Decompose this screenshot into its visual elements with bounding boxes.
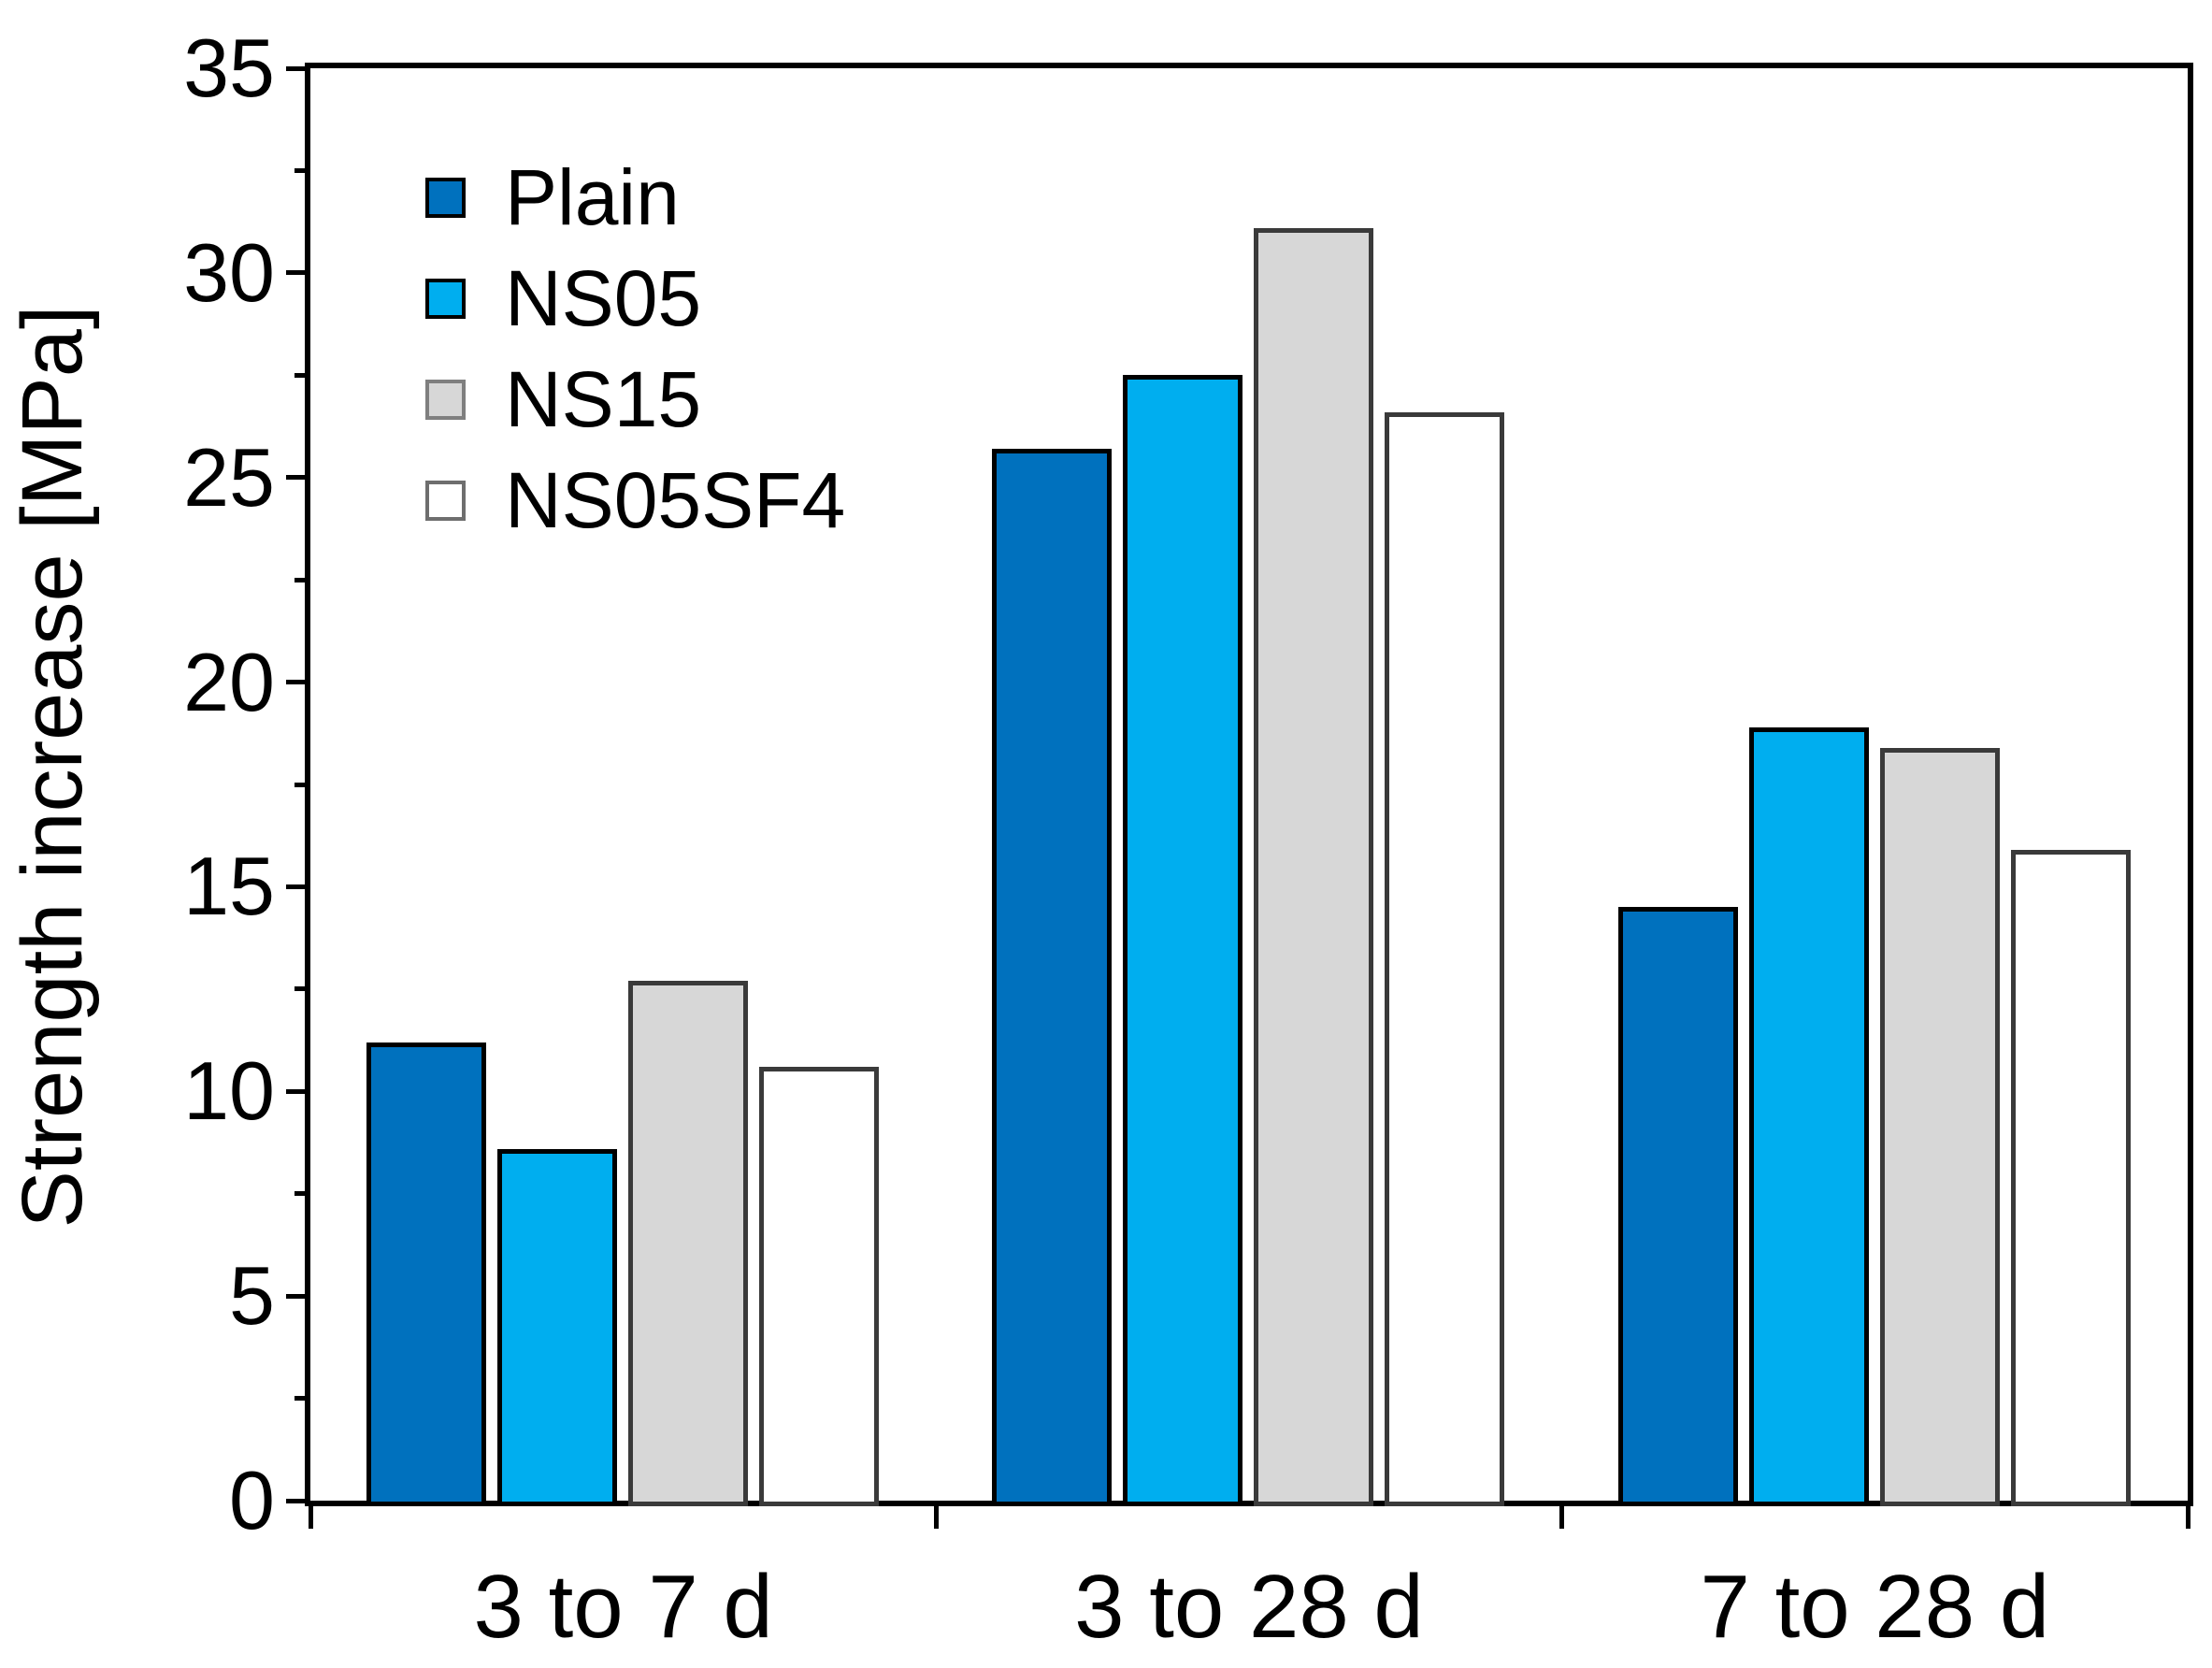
- x-category-label: 3 to 7 d: [473, 1557, 773, 1657]
- y-axis-title: Strength increase [MPa]: [5, 305, 100, 1229]
- y-major-tick: [286, 884, 310, 889]
- y-tick-label: 5: [229, 1249, 275, 1343]
- legend-label-NS05SF4: NS05SF4: [505, 456, 846, 544]
- x-tick: [1559, 1501, 1565, 1529]
- bar-NS05-7to28d: [1748, 726, 1869, 1506]
- y-major-tick: [286, 65, 310, 71]
- y-minor-tick: [294, 1191, 310, 1197]
- y-major-tick: [286, 1293, 310, 1299]
- bar-Plain-3to7d: [366, 1042, 486, 1506]
- x-tick: [308, 1501, 313, 1529]
- legend-swatch-Plain: [425, 178, 466, 218]
- y-tick-label: 35: [183, 22, 275, 114]
- bar-NS05-3to7d: [497, 1148, 617, 1506]
- bar-NS15-3to28d: [1254, 227, 1374, 1506]
- bar-Plain-3to28d: [992, 449, 1113, 1506]
- bar-Plain-7to28d: [1617, 907, 1738, 1506]
- legend-swatch-NS05: [425, 279, 466, 319]
- y-major-tick: [286, 1498, 310, 1503]
- bar-NS05-3to28d: [1123, 375, 1243, 1506]
- y-tick-label: 25: [183, 430, 275, 524]
- y-major-tick: [286, 680, 310, 685]
- bar-NS15-7to28d: [1879, 747, 2000, 1506]
- legend-swatch-NS15: [425, 380, 466, 420]
- bar-NS05SF4-3to28d: [1385, 411, 1505, 1506]
- y-minor-tick: [294, 372, 310, 378]
- bar-NS15-3to7d: [628, 981, 748, 1506]
- y-minor-tick: [294, 782, 310, 787]
- legend-label-NS05: NS05: [505, 254, 702, 342]
- legend-label-Plain: Plain: [505, 153, 680, 241]
- y-minor-tick: [294, 1396, 310, 1402]
- y-major-tick: [286, 270, 310, 276]
- y-minor-tick: [294, 167, 310, 173]
- legend-label-NS15: NS15: [505, 355, 702, 443]
- x-category-label: 3 to 28 d: [1074, 1557, 1424, 1657]
- x-category-label: 7 to 28 d: [1700, 1557, 2050, 1657]
- y-tick-label: 0: [229, 1454, 275, 1546]
- x-tick: [2185, 1501, 2190, 1529]
- y-major-tick: [286, 1088, 310, 1094]
- x-tick: [933, 1501, 939, 1529]
- legend-swatch-NS05SF4: [425, 481, 466, 521]
- bar-NS05SF4-3to7d: [759, 1067, 879, 1506]
- y-tick-label: 30: [183, 225, 275, 319]
- y-tick-label: 15: [183, 840, 275, 933]
- bar-NS05SF4-7to28d: [2010, 850, 2131, 1506]
- y-tick-label: 20: [183, 635, 275, 728]
- y-minor-tick: [294, 986, 310, 992]
- y-minor-tick: [294, 577, 310, 582]
- y-major-tick: [286, 475, 310, 481]
- y-tick-label: 10: [183, 1044, 275, 1138]
